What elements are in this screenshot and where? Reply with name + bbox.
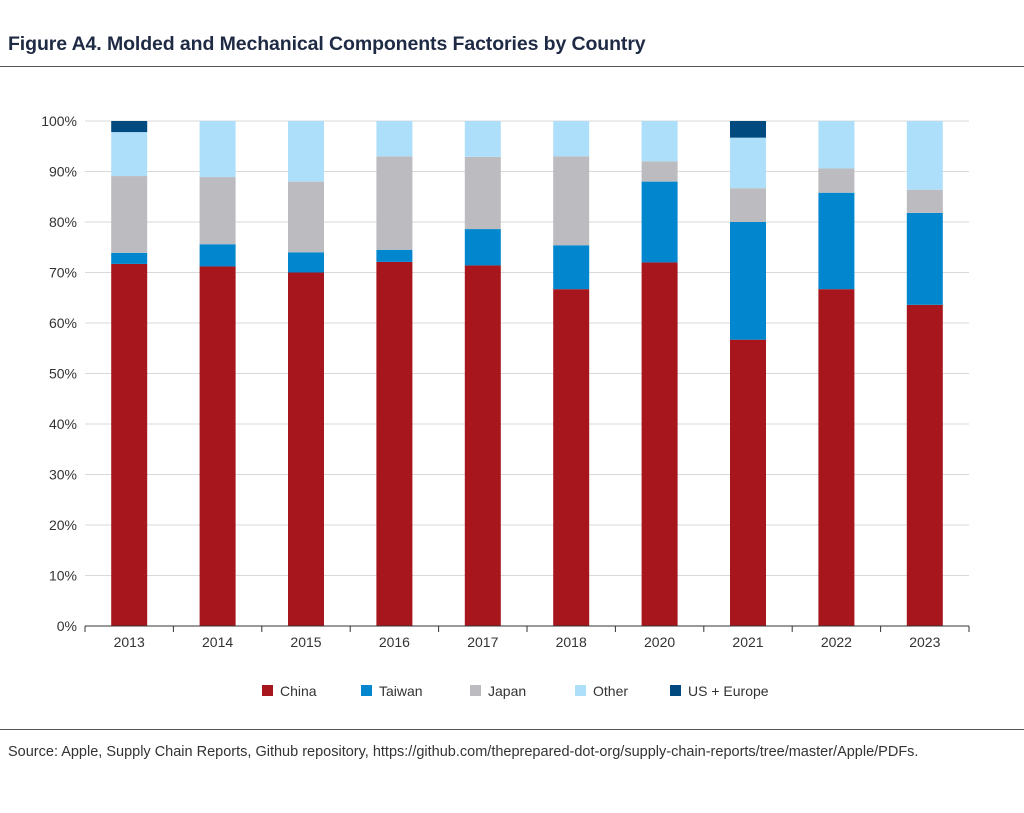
x-tick-label: 2013 — [114, 634, 145, 650]
bar-china-2017 — [464, 265, 501, 626]
source-note: Source: Apple, Supply Chain Reports, Git… — [8, 744, 919, 760]
bar-china-2018 — [553, 289, 590, 626]
bar-japan-2023 — [906, 189, 943, 213]
legend: China Taiwan Japan Other US + Europe — [262, 683, 769, 699]
bar-other-2013 — [111, 132, 148, 177]
y-tick-label: 20% — [49, 517, 77, 533]
x-tick-label: 2018 — [556, 634, 587, 650]
source-divider — [0, 729, 1024, 730]
figure-title: Figure A4. Molded and Mechanical Compone… — [8, 33, 646, 55]
x-tick-label: 2020 — [644, 634, 675, 650]
bar-japan-2022 — [818, 168, 855, 193]
axes: 0% 10% 20% 30% 40% 50% 60% 70% 80% 90% 100% 2013 201… — [41, 113, 970, 650]
bar-taiwan-2013 — [111, 252, 148, 264]
y-tick-label: 0% — [57, 618, 77, 634]
legend-swatch-japan — [470, 685, 481, 696]
bar-other-2014 — [199, 121, 236, 178]
bar-other-2023 — [906, 121, 943, 190]
legend-swatch-us-europe — [670, 685, 681, 696]
bar-japan-2016 — [376, 156, 413, 250]
y-tick-label: 60% — [49, 315, 77, 331]
bar-other-2016 — [376, 121, 413, 157]
bar-other-2022 — [818, 121, 855, 169]
bar-china-2014 — [199, 266, 236, 626]
bar-other-2020 — [641, 121, 678, 162]
legend-label-other: Other — [593, 683, 628, 699]
legend-swatch-other — [575, 685, 586, 696]
y-tick-label: 50% — [49, 366, 77, 382]
stacked-bar-chart: 0% 10% 20% 30% 40% 50% 60% 70% 80% 90% 100% 2013 201… — [41, 113, 970, 699]
legend-label-taiwan: Taiwan — [379, 683, 423, 699]
bars — [111, 121, 943, 626]
legend-label-japan: Japan — [488, 683, 526, 699]
y-tick-label: 30% — [49, 467, 77, 483]
bar-japan-2018 — [553, 156, 590, 246]
bar-taiwan-2023 — [906, 212, 943, 305]
bar-taiwan-2022 — [818, 192, 855, 290]
y-tick-label: 70% — [49, 265, 77, 281]
bar-japan-2015 — [288, 181, 324, 253]
x-tick-label: 2014 — [202, 634, 233, 650]
bar-other-2021 — [730, 137, 766, 189]
bar-japan-2017 — [464, 156, 501, 230]
bar-us-europe-2013 — [111, 121, 148, 133]
bar-china-2021 — [730, 339, 766, 626]
bar-china-2020 — [641, 262, 678, 626]
legend-label-us-europe: US + Europe — [688, 683, 769, 699]
x-tick-label: 2023 — [909, 634, 940, 650]
legend-swatch-china — [262, 685, 273, 696]
bar-china-2022 — [818, 289, 855, 626]
x-tick-label: 2017 — [467, 634, 498, 650]
bar-japan-2021 — [730, 188, 766, 222]
y-tick-label: 90% — [49, 164, 77, 180]
x-tick-label: 2015 — [290, 634, 321, 650]
legend-swatch-taiwan — [361, 685, 372, 696]
bar-other-2015 — [288, 121, 324, 182]
y-tick-label: 10% — [49, 568, 77, 584]
bar-taiwan-2014 — [199, 244, 236, 267]
bar-taiwan-2016 — [376, 249, 413, 262]
bar-japan-2020 — [641, 161, 678, 182]
legend-label-china: China — [280, 683, 317, 699]
bar-china-2015 — [288, 272, 324, 626]
y-tick-label: 100% — [41, 113, 77, 129]
bar-taiwan-2018 — [553, 245, 590, 290]
bar-china-2013 — [111, 263, 148, 626]
bar-taiwan-2017 — [464, 229, 501, 266]
bar-other-2017 — [464, 121, 501, 157]
bar-japan-2013 — [111, 176, 148, 253]
bar-china-2016 — [376, 261, 413, 626]
bar-china-2023 — [906, 304, 943, 626]
bar-us-europe-2021 — [730, 121, 766, 138]
x-tick-label: 2021 — [732, 634, 763, 650]
y-tick-label: 80% — [49, 214, 77, 230]
x-tick-label: 2016 — [379, 634, 410, 650]
bar-taiwan-2021 — [730, 222, 766, 340]
title-divider — [0, 66, 1024, 67]
y-tick-label: 40% — [49, 416, 77, 432]
bar-japan-2014 — [199, 177, 236, 245]
x-tick-label: 2022 — [821, 634, 852, 650]
bar-other-2018 — [553, 121, 590, 157]
bar-taiwan-2015 — [288, 252, 324, 273]
bar-taiwan-2020 — [641, 181, 678, 263]
